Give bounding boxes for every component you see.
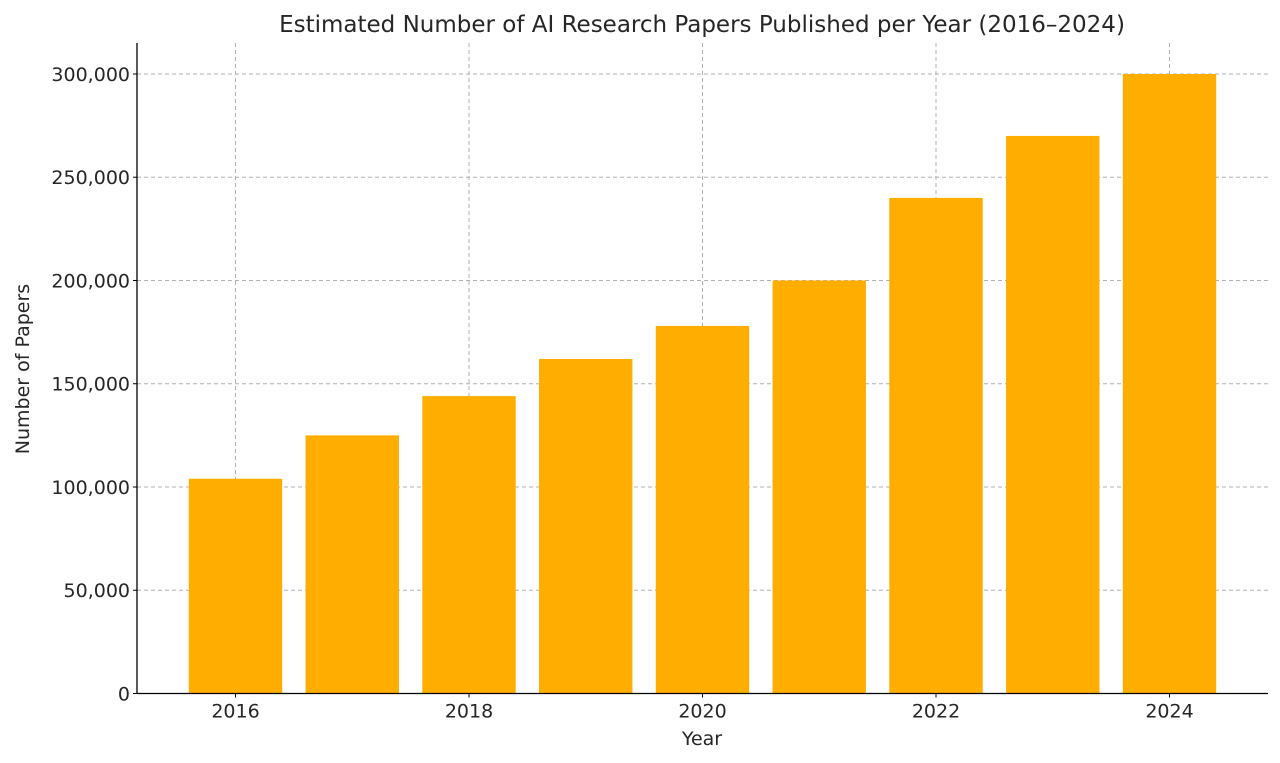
tick-labels: 0 50,000 100,000 150,000 200,000 250,000 300,0…	[51, 64, 1193, 723]
chart-title: Estimated Number of AI Research Papers P…	[279, 12, 1125, 38]
bar-2024	[1122, 73, 1217, 694]
bar-2016	[188, 478, 283, 694]
bar-2020	[655, 325, 750, 694]
x-tick-label: 2018	[445, 701, 493, 723]
bar-2019	[539, 358, 633, 694]
y-tick-label: 100,000	[51, 477, 130, 499]
bar-2017	[305, 435, 399, 694]
bar-2021	[772, 280, 866, 694]
y-tick-label: 200,000	[51, 270, 130, 292]
x-tick-label: 2022	[912, 701, 960, 723]
y-tick-label: 250,000	[51, 167, 130, 189]
bar-2018	[422, 396, 516, 694]
y-tick-label: 150,000	[51, 374, 130, 396]
y-tick-label: 300,000	[51, 64, 130, 86]
bar-2023	[1006, 135, 1100, 694]
y-axis-label: Number of Papers	[12, 284, 34, 454]
x-tick-label: 2024	[1145, 701, 1193, 723]
bar-2022	[889, 197, 983, 694]
x-tick-label: 2020	[678, 701, 726, 723]
y-tick-label: 50,000	[64, 580, 130, 602]
x-axis-label: Year	[681, 728, 722, 750]
x-tick-label: 2016	[211, 701, 259, 723]
axes	[133, 43, 1268, 698]
y-tick-label: 0	[118, 684, 130, 706]
bars	[188, 73, 1217, 694]
